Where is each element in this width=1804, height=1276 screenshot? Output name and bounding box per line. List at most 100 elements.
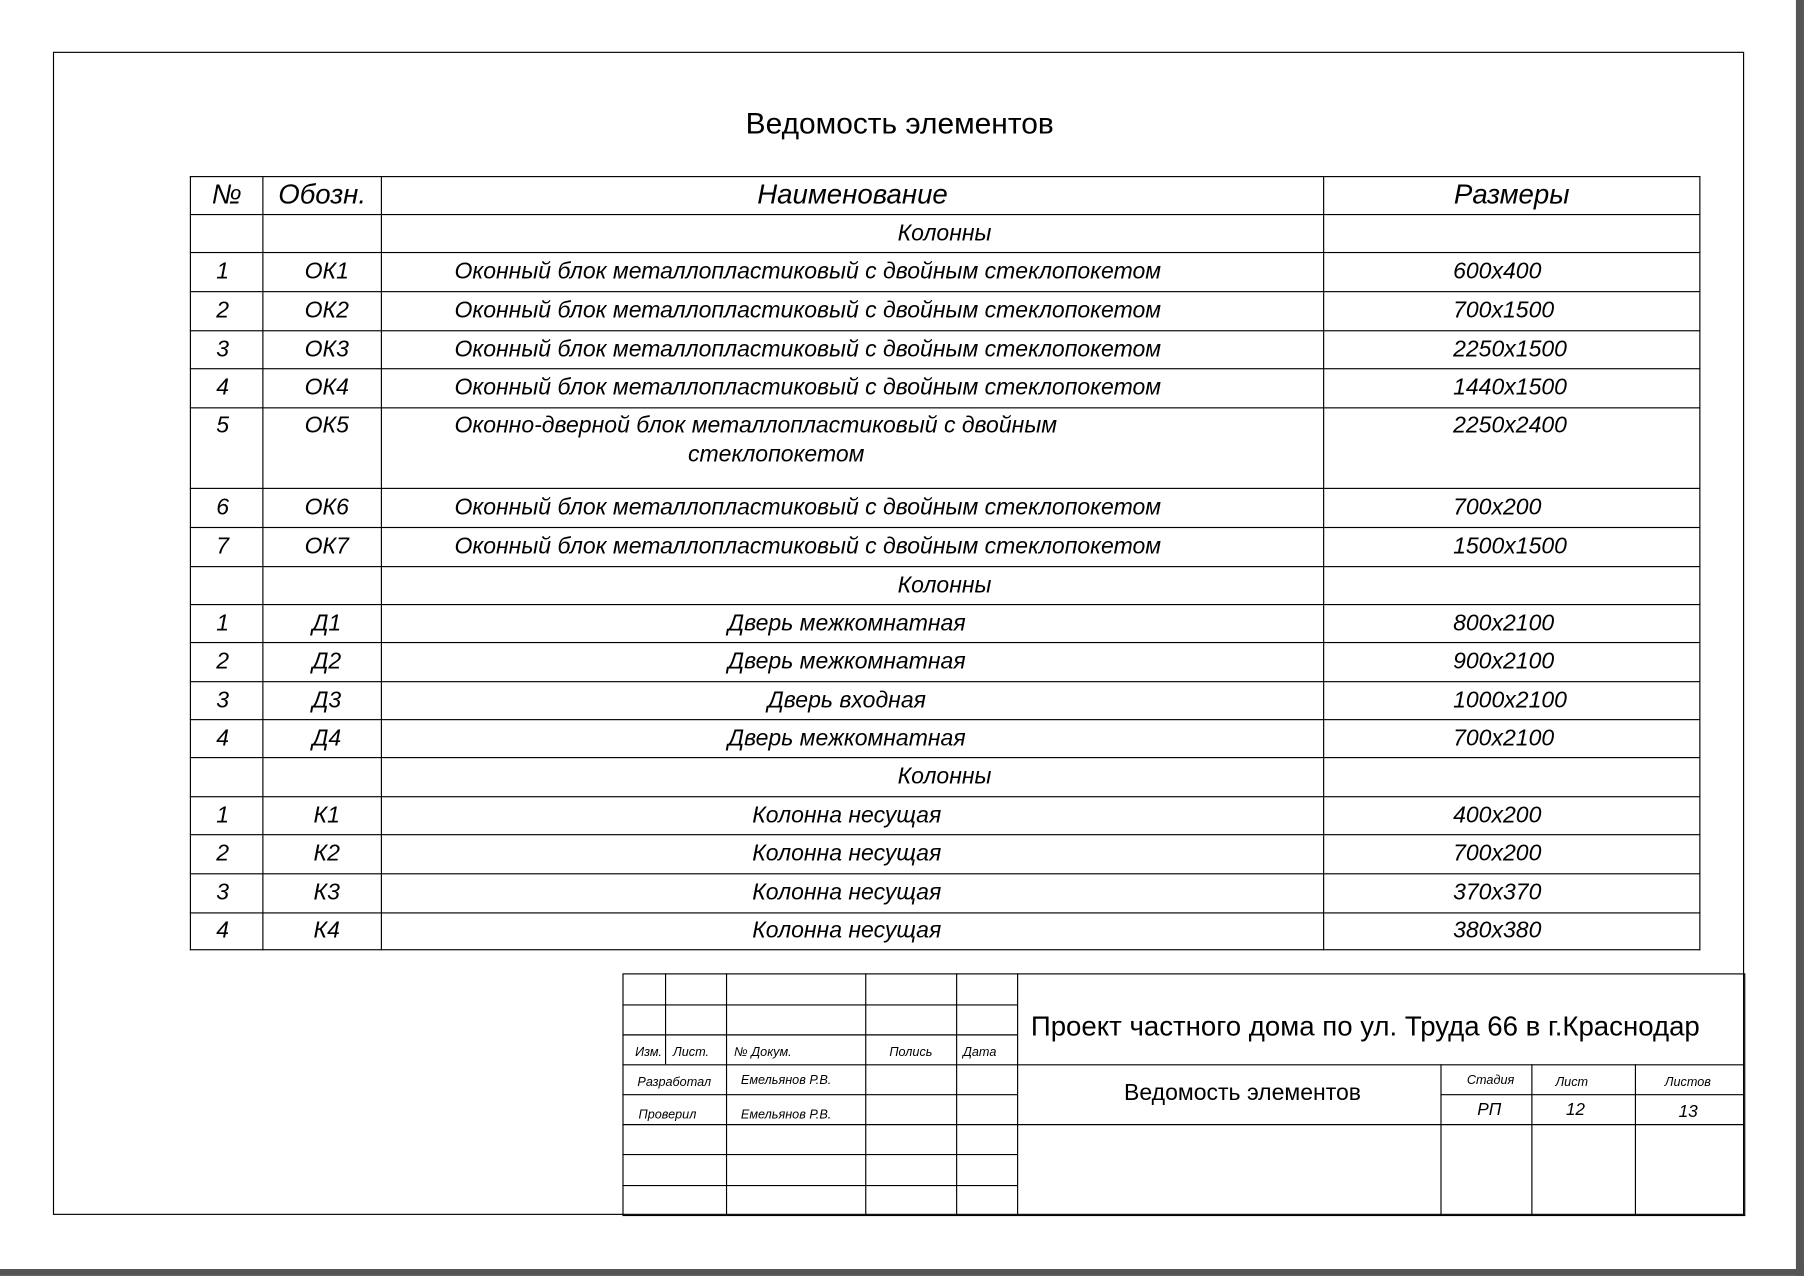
label-sheet: Лист [1555, 1075, 1589, 1090]
cell-no: 2 [189, 291, 264, 332]
cell-code: ОК7 [262, 526, 382, 568]
table-row: 1 ОК1 Оконный блок металлопластиковый с дв… [189, 251, 1701, 293]
cell-code: ОК2 [262, 291, 382, 332]
page-title: Ведомость элементов [745, 105, 1054, 141]
cell-no: 4 [189, 719, 264, 759]
table-row: 7 ОК7 Оконный блок металлопластиковый с дв… [189, 526, 1701, 568]
section-title: Колонны [380, 566, 1325, 606]
cell-name: Колонна несущая [380, 873, 1325, 914]
cell-size: 400x200 [1323, 796, 1701, 836]
cell-no: 2 [189, 641, 264, 683]
label-izm: Изм. [635, 1045, 663, 1060]
cell-no [189, 757, 264, 798]
cell-name: Оконный блок металлопластиковый с двойны… [380, 368, 1325, 409]
cell-code: К2 [262, 834, 382, 875]
label-date: Дата [962, 1045, 997, 1060]
cell-name: Оконный блок металлопластиковый с двойны… [380, 526, 1325, 568]
table-row: 5 ОК5 Оконно-дверной блок металлопластиков… [189, 407, 1701, 489]
sheets-value: 13 [1678, 1102, 1698, 1122]
cell-size: 1500x1500 [1323, 526, 1701, 568]
elements-table: № Обозн. Наименование Размеры Колонны 1 ОК… [189, 176, 1701, 951]
cell-code: ОК1 [262, 251, 382, 293]
label-developed: Разработал [637, 1075, 712, 1090]
cell-code: К4 [262, 912, 382, 951]
label-list: Лист. [673, 1045, 710, 1060]
cell-code: ОК6 [262, 487, 382, 529]
cell-name: Колонна несущая [380, 912, 1325, 951]
cell-name: Оконный блок металлопластиковый с двойны… [380, 330, 1325, 370]
cell-name-line: Оконно-дверной блок металлопластиковый с… [454, 413, 1058, 439]
section-title: Колонны [380, 757, 1325, 798]
cell-name: Дверь межкомнатная [380, 719, 1325, 759]
stage-value: РП [1477, 1099, 1502, 1120]
header-no: № [189, 176, 264, 216]
cell-name: Оконный блок металлопластиковый с двойны… [380, 291, 1325, 332]
label-signature: Полись [889, 1045, 933, 1060]
table-row: 4 ОК4 Оконный блок металлопластиковый с дв… [189, 368, 1701, 409]
cell-size: 370x370 [1323, 873, 1701, 914]
cell-code [262, 757, 382, 798]
table-row: 6 ОК6 Оконный блок металлопластиковый с дв… [189, 487, 1701, 529]
cell-code: ОК5 [262, 407, 382, 489]
cell-code: Д1 [262, 604, 382, 644]
cell-size: 700x2100 [1323, 719, 1701, 759]
cell-code: ОК3 [262, 330, 382, 370]
cell-code: К3 [262, 873, 382, 914]
cell-no: 1 [189, 251, 264, 293]
label-sheets: Листов [1664, 1075, 1711, 1090]
cell-code [262, 566, 382, 606]
cell-size: 600x400 [1323, 251, 1701, 293]
cell-name: Оконный блок металлопластиковый с двойны… [380, 487, 1325, 529]
cell-size: 1000x2100 [1323, 681, 1701, 721]
table-row: 3 ОК3 Оконный блок металлопластиковый с дв… [189, 330, 1701, 370]
cell-name: Дверь входная [380, 681, 1325, 721]
table-row: 4 К4 Колонна несущая 380x380 [189, 912, 1701, 951]
cell-size [1323, 757, 1701, 798]
cell-size: 1440x1500 [1323, 368, 1701, 409]
cell-no [189, 213, 264, 254]
cell-name: Дверь межкомнатная [380, 641, 1325, 683]
sheet-value: 12 [1565, 1099, 1586, 1120]
cell-code: К1 [262, 796, 382, 836]
developed-by: Емельянов Р.В. [740, 1073, 832, 1088]
cell-no: 3 [189, 873, 264, 914]
cell-size: 700x200 [1323, 487, 1701, 529]
cell-name: Оконный блок металлопластиковый с двойны… [380, 251, 1325, 293]
section-row: Колонны [189, 757, 1701, 798]
cell-size: 800x2100 [1323, 604, 1701, 644]
table-row: 3 Д3 Дверь входная 1000x2100 [189, 681, 1701, 721]
checked-by: Емельянов Р.В. [740, 1107, 832, 1122]
cell-code: Д3 [262, 681, 382, 721]
label-stage: Стадия [1466, 1073, 1515, 1088]
horizontal-scrollbar[interactable] [0, 1269, 1804, 1276]
cell-no: 7 [189, 526, 264, 568]
sheet-title: Ведомость элементов [1124, 1080, 1362, 1106]
cell-no: 3 [189, 681, 264, 721]
cell-code: Д4 [262, 719, 382, 759]
header-code: Обозн. [262, 176, 382, 216]
cell-size: 700x1500 [1323, 291, 1701, 332]
label-checked: Проверил [638, 1107, 697, 1122]
table-row: 4 Д4 Дверь межкомнатная 700x2100 [189, 719, 1701, 759]
cell-size: 380x380 [1323, 912, 1701, 951]
section-title: Колонны [380, 213, 1325, 254]
label-doc-no: № Докум. [734, 1045, 792, 1060]
header-size: Размеры [1323, 176, 1701, 216]
cell-name: Колонна несущая [380, 796, 1325, 836]
table-row: 2 К2 Колонна несущая 700x200 [189, 834, 1701, 875]
cell-no: 5 [189, 407, 264, 489]
cell-no: 2 [189, 834, 264, 875]
drawing-frame [52, 51, 1745, 1215]
table-row: 3 К3 Колонна несущая 370x370 [189, 873, 1701, 914]
cell-no: 4 [189, 912, 264, 951]
project-title: Проект частного дома по ул. Труда 66 в г… [1030, 1011, 1700, 1043]
cell-size: 700x200 [1323, 834, 1701, 875]
cell-name: Оконно-дверной блок металлопластиковый с… [380, 407, 1325, 489]
table-row: 2 ОК2 Оконный блок металлопластиковый с дв… [189, 291, 1701, 332]
cell-code: Д2 [262, 641, 382, 683]
vertical-scrollbar[interactable] [1795, 0, 1804, 1276]
cell-code: ОК4 [262, 368, 382, 409]
cell-name-line: стеклопокетом [687, 441, 865, 468]
